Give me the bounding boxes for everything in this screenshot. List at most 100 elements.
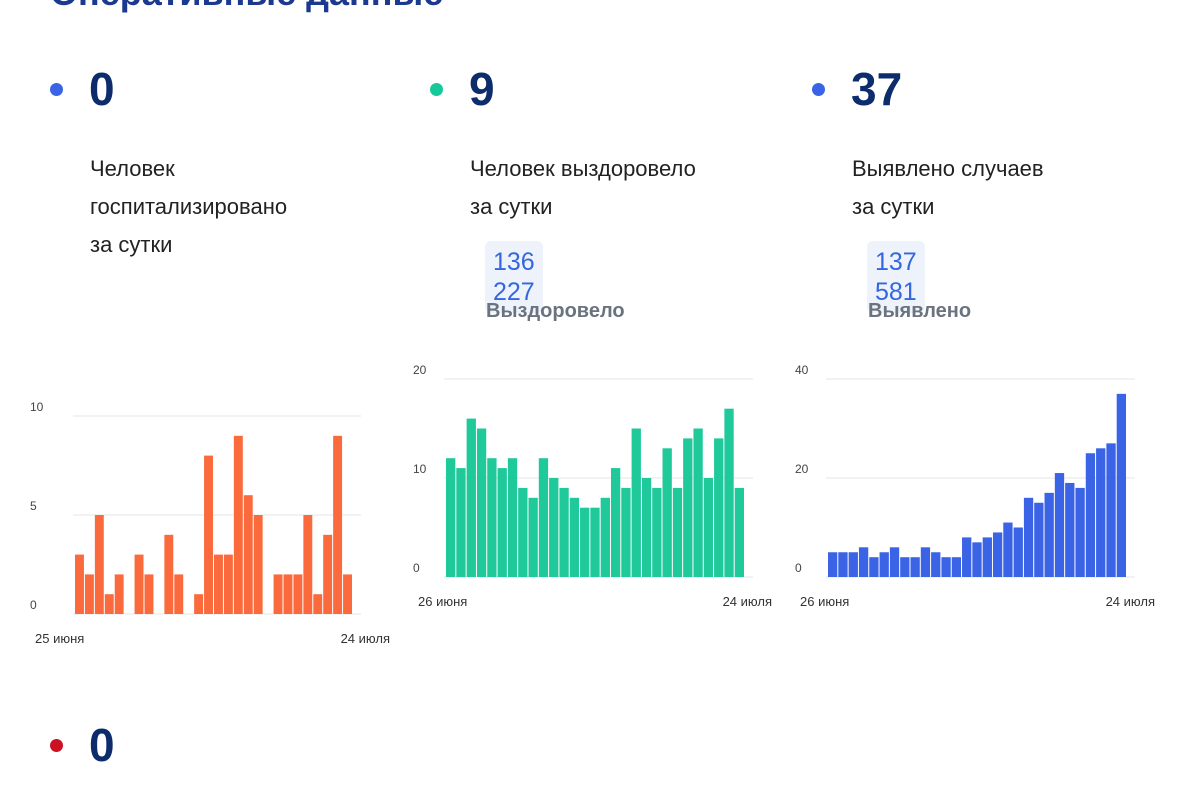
bar [313, 594, 323, 614]
bar [1116, 393, 1126, 577]
bar [204, 455, 213, 614]
bar [838, 552, 848, 577]
bar [610, 468, 621, 577]
x-tick-label-start: 26 июня [418, 594, 467, 609]
bar [84, 574, 94, 614]
y-tick-label: 20 [413, 363, 427, 377]
bar [662, 448, 672, 577]
bar [920, 547, 931, 577]
bar [538, 458, 549, 577]
bar [223, 554, 233, 614]
bar [528, 497, 538, 577]
x-tick-label-start: 26 июня [800, 594, 849, 609]
bar [569, 497, 580, 577]
total-detected-badge: 137 581 [867, 241, 925, 313]
bar [323, 534, 333, 614]
bar [941, 557, 951, 577]
y-tick-label: 10 [413, 462, 427, 476]
bar [1096, 448, 1106, 577]
bar [869, 557, 879, 577]
y-tick-label: 20 [795, 462, 809, 476]
bar [75, 554, 84, 614]
bar [1034, 502, 1044, 577]
bar [333, 435, 343, 614]
y-tick-label: 10 [30, 400, 44, 414]
y-tick-label: 0 [413, 561, 420, 575]
x-tick-label-end: 24 июля [1106, 594, 1155, 609]
bar [600, 497, 610, 577]
bar [879, 552, 889, 577]
bullet-dot-icon [50, 83, 63, 96]
bar [683, 438, 693, 577]
x-tick-label-end: 24 июля [723, 594, 772, 609]
bar [253, 515, 263, 614]
total-detected-label: Выявлено [868, 300, 972, 322]
bar [703, 478, 714, 577]
bar [631, 428, 641, 577]
bar [1054, 473, 1065, 577]
bar [194, 594, 204, 614]
bar [982, 537, 992, 577]
bar [672, 487, 683, 577]
stat-value: 0 [89, 719, 115, 771]
bullet-dot-icon [430, 83, 443, 96]
bar [900, 557, 910, 577]
bar [1013, 527, 1023, 577]
bar [104, 594, 114, 614]
bar [1023, 497, 1034, 577]
bar [164, 534, 174, 614]
bar [487, 458, 497, 577]
x-tick-label-start: 25 июня [35, 631, 84, 646]
bar [734, 487, 744, 577]
bar [1085, 453, 1096, 577]
stat-label: Выявлено случаев за сутки [852, 156, 1044, 219]
bar [889, 547, 900, 577]
bullet-dot-icon [50, 739, 63, 752]
bar [910, 557, 920, 577]
bar [1003, 522, 1013, 577]
bar [559, 487, 569, 577]
bar [962, 537, 972, 577]
bar [693, 428, 703, 577]
bar [114, 574, 124, 614]
bar [972, 542, 982, 577]
bar [303, 515, 313, 614]
x-tick-label-end: 24 июля [341, 631, 390, 646]
y-tick-label: 0 [795, 561, 802, 575]
bar [828, 552, 838, 577]
bar [714, 438, 724, 577]
bar [1065, 482, 1075, 577]
bullet-dot-icon [812, 83, 825, 96]
stat-value: 9 [469, 63, 495, 115]
bar [621, 487, 631, 577]
y-tick-label: 5 [30, 499, 37, 513]
page-title: Оперативные данные [50, 0, 443, 14]
bar [518, 487, 528, 577]
bar [446, 458, 456, 577]
bar [293, 574, 303, 614]
bar [273, 574, 283, 614]
bar [94, 515, 104, 614]
bar [233, 435, 243, 614]
bar [858, 547, 869, 577]
bar [1075, 487, 1085, 577]
bar [134, 554, 144, 614]
bar [1044, 492, 1054, 577]
bar [507, 458, 518, 577]
bar [724, 408, 734, 577]
bar [343, 574, 352, 614]
stat-label: Человек выздоровело за сутки [470, 156, 696, 219]
stat-label: Человек госпитализировано за сутки [90, 156, 288, 257]
stat-value: 0 [89, 63, 115, 115]
bar [931, 552, 941, 577]
bar [476, 428, 487, 577]
bar [549, 478, 559, 577]
bar [951, 557, 962, 577]
bar [456, 468, 466, 577]
y-tick-label: 40 [795, 363, 809, 377]
stat-value: 37 [851, 63, 903, 115]
total-recovered-badge: 136 227 [485, 241, 543, 313]
bar [652, 487, 662, 577]
bar [641, 478, 652, 577]
